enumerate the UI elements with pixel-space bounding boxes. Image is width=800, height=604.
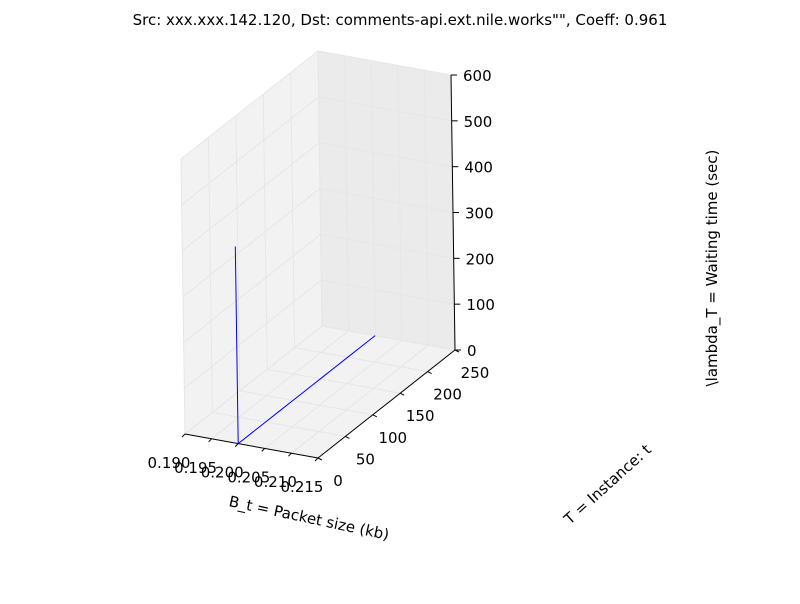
x-tick-mark <box>261 448 266 452</box>
grid-line-z-left <box>181 96 319 206</box>
grid-line-x-floor <box>291 344 429 454</box>
x-axis-line <box>184 433 319 459</box>
x-tick-label: 0.190 <box>148 454 191 472</box>
grid-line-y-floor <box>294 347 428 373</box>
x-tick-label: 0.200 <box>201 464 244 482</box>
y-tick-label: 150 <box>406 407 435 425</box>
axis-panes <box>181 51 455 458</box>
z-tick-label: 300 <box>465 205 494 223</box>
grid-line-z-back <box>317 50 452 76</box>
y-tick-mark <box>427 371 432 375</box>
x-tick-label: 0.205 <box>227 468 270 486</box>
y-axis-label: T = Instance: t <box>560 440 655 528</box>
x-tick-mark <box>208 438 212 443</box>
grid-line-z-left <box>183 233 321 343</box>
series-layer <box>234 246 376 445</box>
x-tick-mark <box>314 457 319 462</box>
z-tick-label: 600 <box>463 67 492 85</box>
z-tick-label: 500 <box>464 113 493 131</box>
grid-line-y-floor <box>267 368 401 394</box>
z-tick-label: 0 <box>467 342 477 360</box>
chart-title: Src: xxx.xxx.142.120, Dst: comments-api.… <box>133 11 668 29</box>
x-axis-label: B_t = Packet size (kb) <box>227 492 391 545</box>
series-line <box>234 246 376 445</box>
grid-line-z-back <box>321 325 456 351</box>
grid-line-x-floor <box>264 340 403 449</box>
grid-line-y-floor <box>239 390 373 416</box>
y-tick-label: 0 <box>333 472 343 490</box>
grid-line-z-left <box>182 188 321 297</box>
x-tick-label: 0.215 <box>281 478 324 496</box>
y-tick-label: 200 <box>433 386 462 404</box>
y-tick-mark <box>345 435 350 439</box>
x-tick-mark <box>234 443 239 447</box>
y-axis-line <box>317 349 456 459</box>
grid-line-z-left <box>184 279 322 389</box>
grid-line-z-left <box>180 50 319 160</box>
tick-marks <box>181 74 461 462</box>
y-tick-mark <box>317 457 323 461</box>
grid-line-x-floor <box>211 330 349 440</box>
y-tick-label: 250 <box>461 364 490 382</box>
x-tick-label: 0.195 <box>174 459 217 477</box>
grid-line-z-back <box>321 279 455 305</box>
floor-pane <box>185 326 455 458</box>
x-tick-mark <box>288 452 292 457</box>
grid-line-z-left <box>184 325 323 435</box>
z-axis-label: \lambda_T = Waiting time (sec) <box>703 150 722 387</box>
grid-line-z-left <box>182 142 320 252</box>
y-tick-mark <box>372 414 378 418</box>
z-tick-label: 200 <box>466 250 495 268</box>
grid-line-y-floor <box>212 411 346 437</box>
y-tick-label: 100 <box>378 429 407 447</box>
x-tick-label: 0.210 <box>254 473 297 491</box>
x-tick-mark <box>181 433 186 438</box>
grid-lines <box>180 50 456 459</box>
grid-line-z-back <box>319 142 453 168</box>
y-tick-label: 50 <box>356 450 375 468</box>
grid-line-z-back <box>318 96 452 122</box>
z-tick-label: 400 <box>464 159 493 177</box>
grid-line-z-back <box>319 188 454 213</box>
z-tick-label: 100 <box>466 296 495 314</box>
y-tick-mark <box>399 392 405 396</box>
grid-line-z-back <box>320 233 454 259</box>
